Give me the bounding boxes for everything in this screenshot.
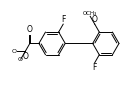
Text: OCH₃: OCH₃ — [83, 11, 97, 16]
Text: O: O — [22, 52, 28, 61]
Text: F: F — [61, 15, 65, 24]
Text: O: O — [12, 49, 17, 54]
Text: O: O — [18, 57, 23, 62]
Text: O: O — [92, 15, 98, 24]
Text: O: O — [27, 25, 32, 34]
Text: F: F — [92, 63, 97, 72]
